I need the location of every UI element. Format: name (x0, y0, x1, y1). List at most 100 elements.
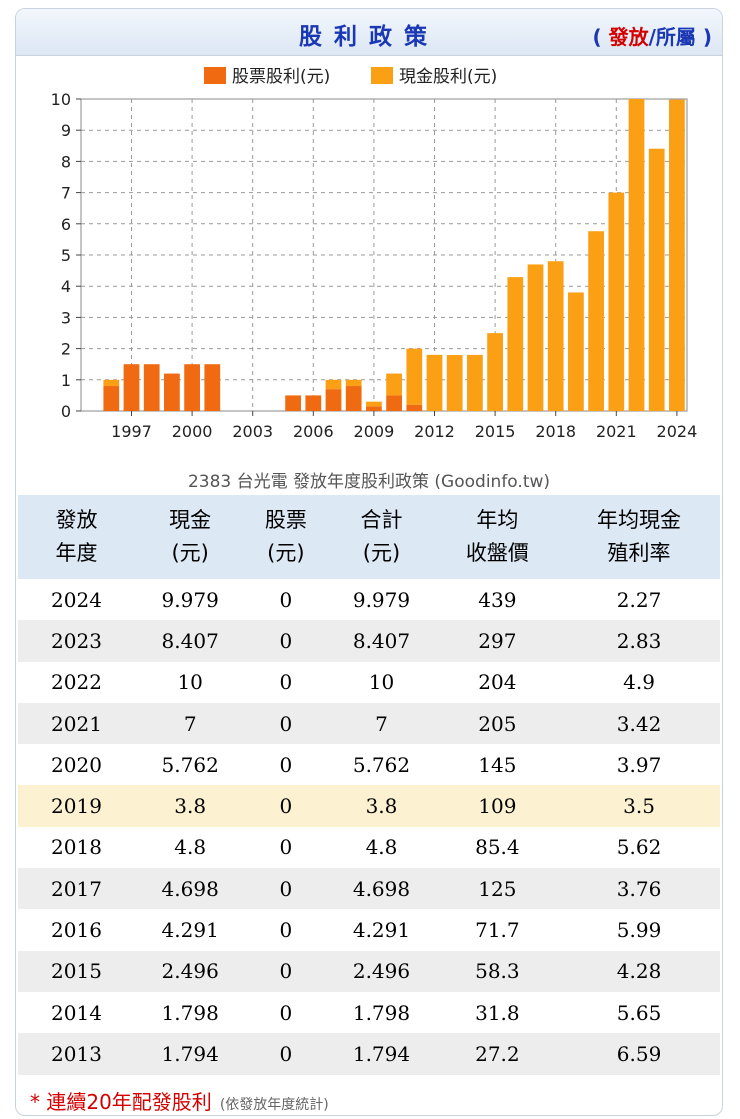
table-cell: 7 (326, 702, 437, 745)
column-header-line2: (元) (171, 541, 209, 565)
bar-cash-2019 (568, 292, 584, 411)
table-cell: 2018 (18, 826, 135, 869)
table-cell: 5.62 (558, 826, 720, 869)
table-cell: 2017 (18, 868, 135, 910)
bar-stock-2006 (305, 395, 322, 411)
table-row: 2019 3.8 0 3.8 109 3.5 (18, 785, 720, 827)
table-cell: 0 (245, 1033, 327, 1075)
toggle-separator: / (648, 25, 656, 49)
dividend-table: 發放 年度 現金 (元) 股票 (元) 合計 (元) 年均 收盤價 年均現金 殖利率 2024 9.97… (18, 495, 720, 1075)
bar-stock-2008 (345, 386, 362, 411)
column-header-line2: 殖利率 (607, 541, 671, 565)
table-cell: 2023 (18, 620, 135, 662)
table-cell: 10 (326, 661, 437, 703)
bar-cash-2015 (487, 333, 503, 411)
table-cell: 145 (436, 744, 559, 786)
x-tick-label: 2012 (414, 422, 455, 441)
legend-label-cash: 現金股利(元) (399, 67, 497, 87)
table-cell: 0 (245, 909, 327, 951)
column-header-4: 年均 收盤價 (436, 495, 559, 579)
table-row: 2024 9.979 0 9.979 439 2.27 (18, 579, 720, 621)
table-cell: 6.59 (558, 1033, 720, 1075)
x-tick-label: 2024 (657, 422, 698, 441)
table-cell: 3.97 (558, 744, 720, 786)
x-tick-label: 1997 (111, 422, 152, 441)
paren-close: ) (702, 25, 712, 49)
column-header-line1: 股票 (264, 508, 307, 532)
table-cell: 31.8 (436, 991, 559, 1034)
bar-cash-2016 (507, 277, 524, 411)
table-cell: 2021 (18, 702, 135, 745)
y-tick-label: 2 (61, 340, 71, 359)
table-cell: 2015 (18, 950, 135, 992)
bar-stock-1998 (143, 364, 160, 411)
table-row: 2022 10 0 10 204 4.9 (18, 661, 720, 703)
table-cell: 2024 (18, 579, 135, 621)
bar-cash-2011 (406, 348, 423, 405)
table-cell: 5.762 (326, 744, 437, 786)
table-cell: 1.794 (135, 1033, 246, 1075)
table-row: 2023 8.407 0 8.407 297 2.83 (18, 620, 720, 662)
toggle-issue-link[interactable]: 發放 (608, 25, 649, 49)
bar-cash-2014 (467, 354, 483, 411)
table-cell: 1.798 (135, 991, 246, 1034)
table-row: 2021 7 0 7 205 3.42 (18, 702, 720, 745)
toggle-belong-link[interactable]: 所屬 (655, 25, 696, 49)
table-cell: 0 (245, 620, 327, 662)
table-cell: 109 (436, 785, 559, 827)
table-body: 2024 9.979 0 9.979 439 2.27 2023 8.407 0 8.407 297… (18, 579, 720, 1075)
table-cell: 71.7 (436, 909, 559, 951)
x-tick-label: 2003 (232, 422, 273, 441)
table-cell: 10 (135, 661, 246, 703)
table-cell: 3.8 (135, 785, 246, 827)
bar-cash-2013 (446, 355, 463, 411)
legend-label-stock: 股票股利(元) (232, 67, 330, 87)
table-row: 2016 4.291 0 4.291 71.7 5.99 (18, 909, 720, 951)
table-cell: 0 (245, 785, 327, 827)
bar-stock-2001 (204, 364, 221, 411)
table-cell: 4.698 (326, 868, 437, 910)
table-cell: 2020 (18, 744, 135, 786)
bar-stock-2007 (325, 389, 342, 411)
column-header-line2: (元) (267, 541, 305, 565)
table-cell: 5.65 (558, 991, 720, 1034)
bar-cash-2010 (386, 373, 402, 396)
table-row: 2020 5.762 0 5.762 145 3.97 (18, 744, 720, 786)
bar-cash-2022 (628, 99, 645, 411)
table-cell: 4.8 (326, 826, 437, 869)
x-tick-label: 2009 (354, 422, 395, 441)
table-cell: 439 (436, 579, 559, 621)
table-cell: 4.28 (558, 950, 720, 992)
table-cell: 8.407 (135, 620, 246, 662)
table-cell: 5.99 (558, 909, 720, 951)
table-cell: 2016 (18, 909, 135, 951)
column-header-5: 年均現金 殖利率 (558, 495, 720, 579)
legend-swatch-stock (204, 67, 226, 84)
table-cell: 4.698 (135, 868, 246, 910)
dividend-chart: 股票股利(元) 現金股利(元) 0 1 2 3 4 5 6 7 8 9 10 1997 2000 2003 20… (51, 67, 698, 492)
table-cell: 2.496 (326, 950, 437, 992)
table-cell: 0 (245, 744, 327, 786)
column-header-line2: (元) (362, 541, 401, 565)
legend-swatch-cash (371, 67, 393, 84)
footnote-text: * 連續20年配發股利 (30, 1090, 212, 1114)
table-row: 2015 2.496 0 2.496 58.3 4.28 (18, 950, 720, 992)
x-tick-label: 2018 (535, 422, 576, 441)
table-cell: 9.979 (326, 579, 437, 621)
column-header-1: 現金 (元) (135, 495, 246, 579)
column-header-line1: 合計 (360, 508, 403, 532)
y-tick-label: 10 (51, 90, 71, 109)
bar-cash-2007 (325, 379, 342, 390)
table-cell: 27.2 (436, 1033, 559, 1075)
table-cell: 2022 (18, 661, 135, 703)
table-cell: 2014 (18, 991, 135, 1034)
table-cell: 85.4 (436, 826, 559, 869)
table-cell: 2.83 (558, 620, 720, 662)
table-cell: 5.762 (135, 744, 246, 786)
bar-stock-2009 (366, 406, 382, 411)
footnote: * 連續20年配發股利 (依發放年度統計) (30, 1086, 329, 1115)
column-header-0: 發放 年度 (18, 495, 135, 579)
table-cell: 0 (245, 702, 327, 745)
bar-stock-1999 (164, 373, 180, 411)
y-tick-label: 4 (61, 277, 71, 296)
